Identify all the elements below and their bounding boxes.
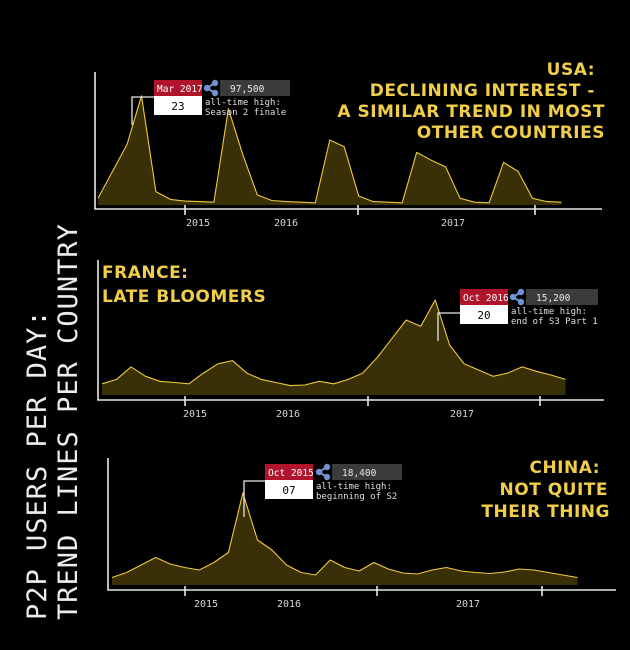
- main-title-line-1: P2P USERS PER DAY:: [22, 309, 53, 620]
- france-peak-value-box: [526, 289, 598, 305]
- share-icon[interactable]: [315, 463, 331, 481]
- france-title-line-2: LATE BLOOMERS: [102, 287, 266, 307]
- usa-title-line-1: USA:: [547, 60, 595, 80]
- china-peak-annotation: Oct 2015 07 18,400 all-time high: beginn…: [243, 463, 402, 517]
- france-area: [102, 300, 566, 395]
- x-tick-label-2016: 2016: [277, 599, 301, 610]
- usa-peak-value-box: [220, 80, 290, 96]
- france-peak-day: 20: [477, 309, 490, 322]
- x-tick-label-2017: 2017: [441, 218, 465, 229]
- usa-peak-note-line-2: Season 2 finale: [205, 108, 286, 118]
- china-peak-date-badge: [265, 464, 313, 480]
- usa-title-line-4: OTHER COUNTRIES: [417, 123, 605, 143]
- x-tick-label-2015: 2015: [186, 218, 210, 229]
- share-icon[interactable]: [509, 288, 525, 306]
- france-chart: FRANCE: LATE BLOOMERS 2015 2016 2017 Oct 2…: [97, 260, 604, 420]
- usa-title-line-3: A SIMILAR TREND IN MOST: [337, 102, 605, 122]
- usa-peak-value: 97,500: [230, 84, 265, 95]
- china-area: [112, 493, 578, 585]
- china-title-line-1: CHINA:: [529, 458, 600, 478]
- x-tick-label-2017: 2017: [456, 599, 480, 610]
- france-peak-annotation: Oct 2016 20 15,200 all-time high: end of…: [437, 288, 598, 341]
- china-peak-note-line-2: beginning of S2: [316, 492, 397, 502]
- france-x-ticks: 2015 2016 2017: [183, 396, 541, 420]
- france-peak-month: Oct 2016: [463, 293, 509, 304]
- france-peak-date-badge: [460, 289, 508, 305]
- usa-peak-date-badge: [154, 80, 202, 96]
- france-peak-note-line-2: end of S3 Part 1: [511, 317, 598, 327]
- china-chart: CHINA: NOT QUITE THEIR THING 2015 2016 201…: [107, 458, 616, 610]
- usa-axes: [94, 72, 602, 210]
- china-axes: [107, 458, 616, 591]
- usa-peak-leader: [131, 96, 154, 125]
- china-peak-value-box: [332, 464, 402, 480]
- france-title: FRANCE: LATE BLOOMERS: [102, 263, 266, 307]
- france-series-line: [101, 299, 566, 387]
- china-peak-note-line-1: all-time high:: [316, 482, 392, 492]
- usa-peak-note-line-1: all-time high:: [205, 98, 281, 108]
- china-title-line-2: NOT QUITE: [500, 480, 608, 500]
- usa-title-line-2: DECLINING INTEREST -: [370, 81, 595, 101]
- usa-series-line: [97, 95, 562, 204]
- x-tick-label-2016: 2016: [274, 218, 298, 229]
- china-peak-leader: [243, 480, 265, 517]
- china-title: CHINA: NOT QUITE THEIR THING: [481, 458, 610, 522]
- x-tick-label-2015: 2015: [183, 409, 207, 420]
- china-peak-day-box: [265, 480, 313, 499]
- china-peak-month: Oct 2015: [268, 468, 314, 479]
- usa-peak-month: Mar 2017: [157, 84, 203, 95]
- x-tick-label-2016: 2016: [276, 409, 300, 420]
- china-series-line: [111, 492, 578, 579]
- france-peak-value: 15,200: [536, 293, 571, 304]
- usa-title: USA: DECLINING INTEREST - A SIMILAR TREN…: [337, 60, 605, 143]
- china-peak-value: 18,400: [342, 468, 377, 479]
- usa-chart: USA: DECLINING INTEREST - A SIMILAR TREN…: [94, 60, 605, 229]
- france-axes: [97, 260, 604, 401]
- usa-peak-day: 23: [171, 100, 184, 113]
- main-title-line-2: TREND LINES PER COUNTRY: [53, 223, 84, 620]
- china-title-line-3: THEIR THING: [481, 502, 610, 522]
- usa-peak-day-box: [154, 96, 202, 115]
- france-peak-note-line-1: all-time high:: [511, 307, 587, 317]
- china-peak-day: 07: [282, 484, 295, 497]
- china-x-ticks: 2015 2016 2017: [184, 586, 543, 610]
- france-peak-day-box: [460, 305, 508, 324]
- france-peak-leader: [437, 312, 460, 341]
- france-title-line-1: FRANCE:: [102, 263, 188, 283]
- usa-area: [98, 95, 562, 205]
- usa-peak-annotation: Mar 2017 23 97,500 all-time high: Season…: [131, 79, 290, 125]
- x-tick-label-2017: 2017: [450, 409, 474, 420]
- main-title: P2P USERS PER DAY: TREND LINES PER COUNT…: [22, 223, 84, 620]
- x-tick-label-2015: 2015: [194, 599, 218, 610]
- share-icon[interactable]: [203, 79, 219, 97]
- usa-x-ticks: 2015 2016 2017: [184, 205, 536, 229]
